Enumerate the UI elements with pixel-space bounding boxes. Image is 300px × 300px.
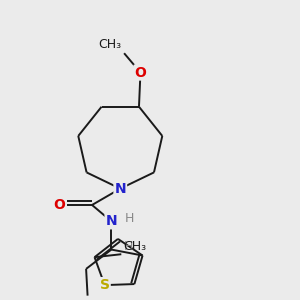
Text: S: S (100, 278, 110, 292)
Text: CH₃: CH₃ (123, 240, 146, 253)
Text: H: H (124, 240, 133, 253)
Text: CH₃: CH₃ (98, 38, 121, 51)
Text: H: H (125, 212, 134, 226)
Text: O: O (53, 198, 65, 212)
Text: O: O (134, 65, 146, 80)
Text: N: N (106, 214, 117, 228)
Text: N: N (115, 182, 126, 196)
